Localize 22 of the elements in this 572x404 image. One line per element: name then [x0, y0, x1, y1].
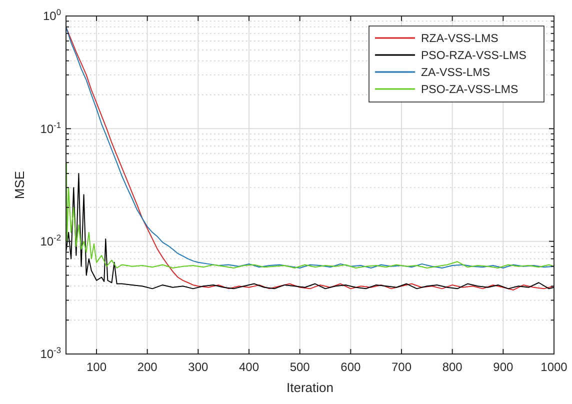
x-tick-label: 500: [290, 360, 310, 374]
x-tick-label: 900: [493, 360, 514, 374]
legend-label: PSO-RZA-VSS-LMS: [421, 50, 527, 62]
line-series: [66, 173, 554, 290]
legend-label: ZA-VSS-LMS: [421, 67, 490, 80]
x-axis-title: Iteration: [286, 380, 334, 395]
x-tick-label: 700: [391, 360, 412, 374]
x-tick-label: 600: [340, 360, 361, 374]
x-tick-label: 400: [238, 360, 260, 374]
line-series: [66, 162, 554, 268]
y-tick-label: 10$^{-3}$: [40, 345, 62, 362]
y-tick-label: 10$^{-1}$: [40, 120, 62, 136]
legend-label: RZA-VSS-LMS: [421, 33, 499, 46]
x-tick-label: 300: [188, 360, 208, 374]
x-tick-label: 200: [137, 360, 158, 374]
y-axis-title: MSE: [12, 170, 27, 200]
x-tick-label: 1000: [540, 360, 568, 374]
y-tick-label: 10$^{-2}$: [40, 232, 62, 249]
y-tick-label: 10$^{0}$: [42, 7, 62, 24]
x-tick-label: 800: [442, 360, 463, 374]
x-tick-label: 100: [86, 360, 107, 374]
legend-label: PSO-ZA-VSS-LMS: [421, 84, 518, 96]
